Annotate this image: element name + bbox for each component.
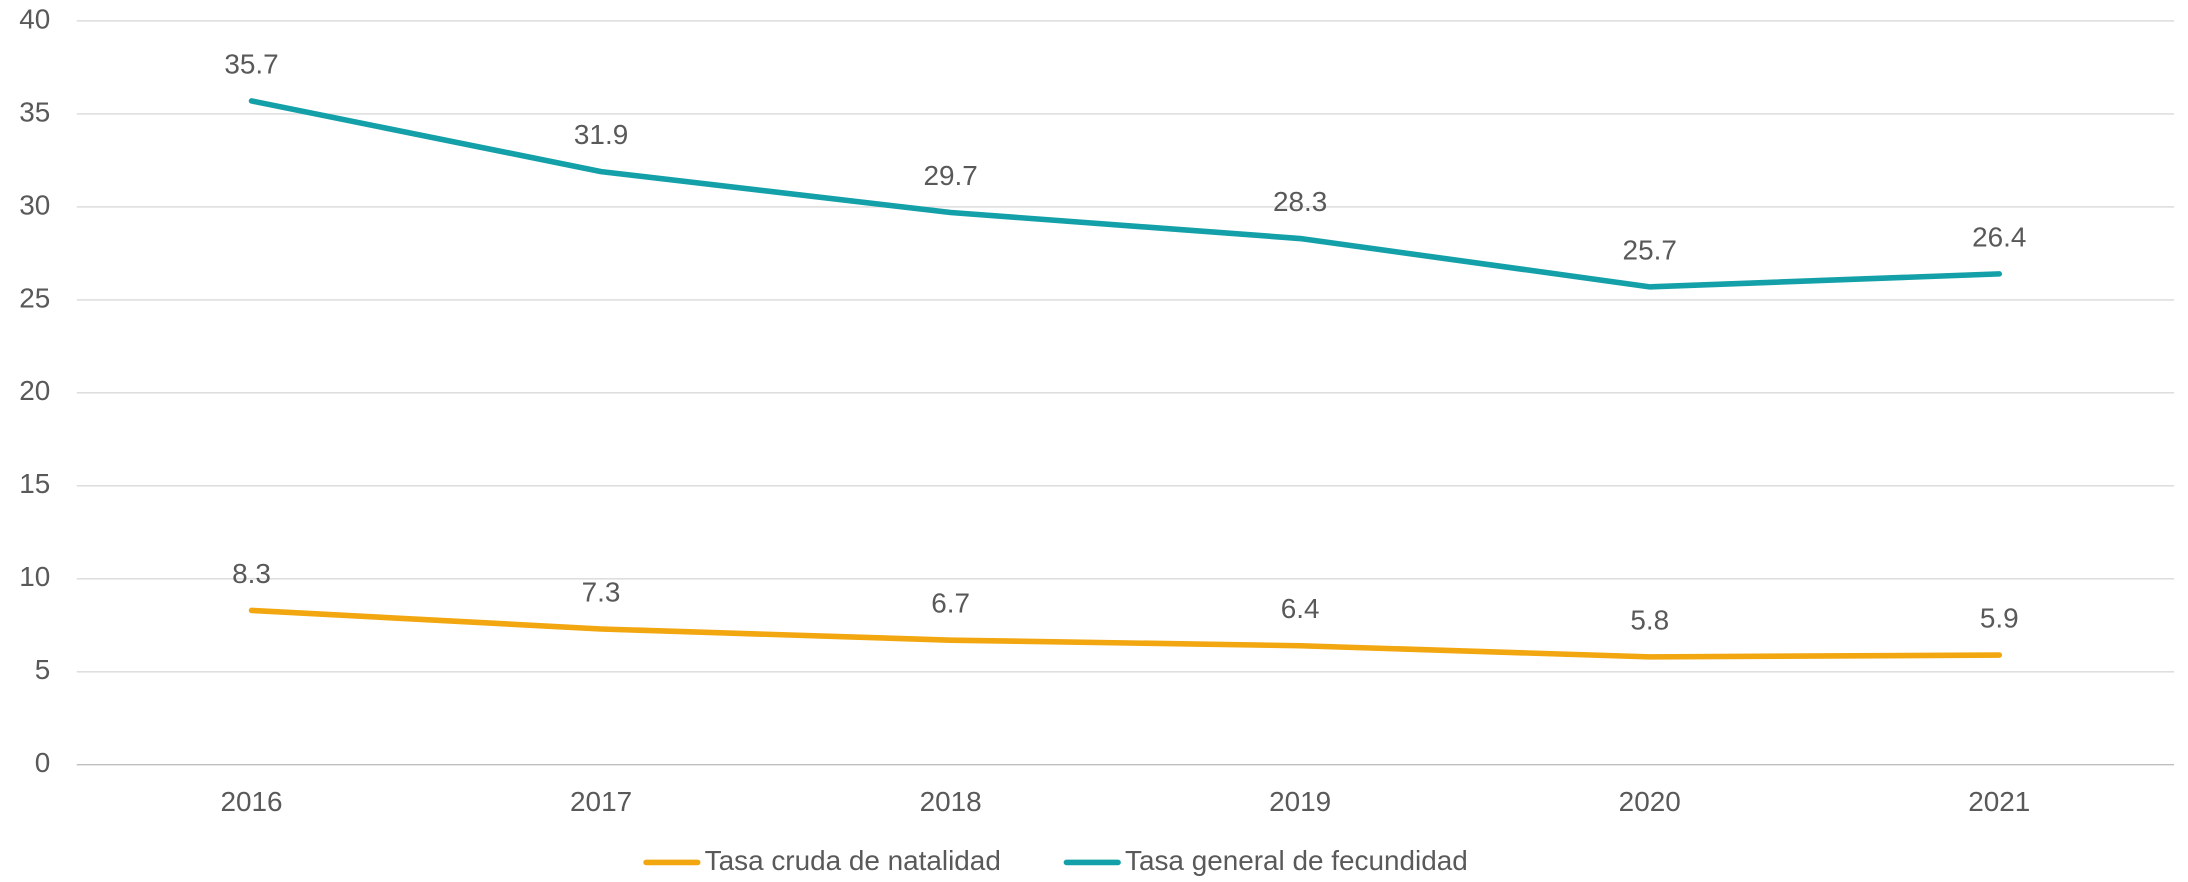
data-label: 5.9 (1980, 603, 2019, 634)
y-tick-label: 25 (19, 282, 50, 313)
x-tick-label: 2020 (1619, 786, 1681, 817)
y-tick-label: 30 (19, 189, 50, 220)
x-tick-label: 2017 (570, 786, 632, 817)
y-tick-label: 0 (35, 747, 51, 778)
data-label: 6.7 (931, 588, 970, 619)
x-tick-label: 2018 (920, 786, 982, 817)
data-label: 26.4 (1972, 221, 2026, 252)
y-tick-label: 40 (19, 3, 50, 34)
legend-label: Tasa cruda de natalidad (705, 845, 1001, 876)
series-line (248, 98, 2003, 290)
data-label: 8.3 (232, 558, 271, 589)
data-label: 28.3 (1273, 186, 1327, 217)
data-label: 6.4 (1281, 593, 1320, 624)
y-tick-label: 5 (35, 654, 51, 685)
data-label: 7.3 (582, 576, 621, 607)
data-label: 31.9 (574, 119, 628, 150)
y-tick-label: 15 (19, 468, 50, 499)
legend-label: Tasa general de fecundidad (1125, 845, 1468, 876)
data-label: 25.7 (1623, 234, 1677, 265)
data-label: 5.8 (1630, 604, 1669, 635)
x-tick-label: 2016 (220, 786, 282, 817)
data-label: 29.7 (923, 160, 977, 191)
y-tick-label: 10 (19, 561, 50, 592)
series-line (248, 607, 2003, 660)
x-tick-label: 2019 (1269, 786, 1331, 817)
data-label: 35.7 (224, 48, 278, 79)
y-tick-label: 20 (19, 375, 50, 406)
x-tick-label: 2021 (1968, 786, 2030, 817)
y-tick-label: 35 (19, 96, 50, 127)
